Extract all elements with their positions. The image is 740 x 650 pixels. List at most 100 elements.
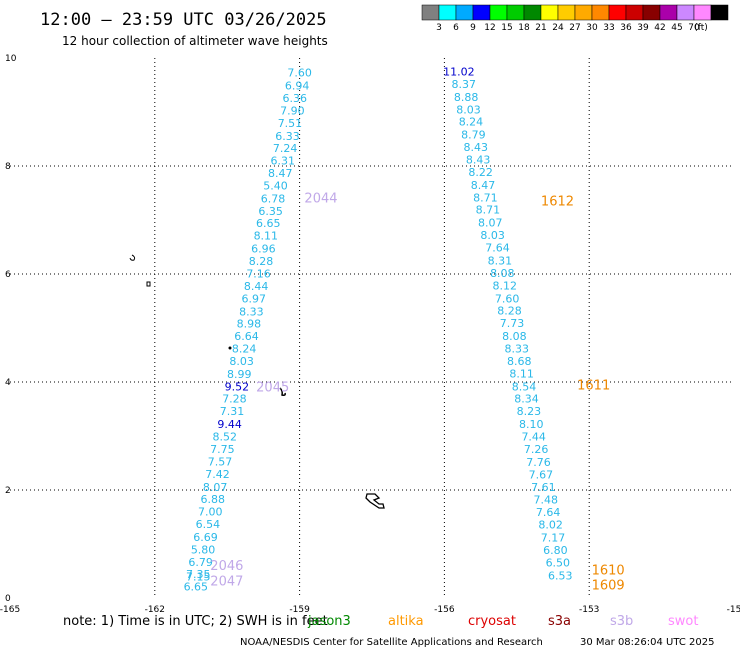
wave-height-label: 8.23: [517, 405, 542, 418]
wave-height-label: 7.44: [521, 431, 546, 444]
satellite-legend-cryosat: cryosat: [468, 614, 516, 629]
wave-height-label: 7.35: [186, 568, 211, 581]
wave-height-label: 8.68: [507, 355, 532, 368]
time-label: 1612: [541, 195, 574, 210]
wave-height-label: 7.76: [526, 456, 551, 469]
wave-height-label: 6.50: [546, 556, 571, 569]
wave-height-label: 8.47: [471, 179, 496, 192]
chart-title: 12:00 – 23:59 UTC 03/26/2025: [40, 10, 327, 30]
wave-height-label: 8.79: [461, 129, 486, 142]
wave-height-label: 6.78: [261, 192, 286, 205]
wave-height-label: 7.60: [287, 67, 312, 80]
wave-height-label: 8.99: [227, 368, 252, 381]
wave-height-label: 8.03: [456, 103, 481, 116]
wave-height-label: 8.52: [213, 431, 238, 444]
wave-height-label: 9.44: [217, 418, 242, 431]
y-tick-label: 4: [5, 378, 11, 388]
footer-timestamp: 30 Mar 08:26:04 UTC 2025: [580, 637, 715, 648]
wave-height-label: 7.73: [500, 317, 525, 330]
wave-height-label: 7.48: [534, 494, 559, 507]
scale-swatch: [642, 4, 661, 21]
scale-swatch: [455, 4, 474, 21]
satellite-legend: jason3 altika cryosat s3a s3b swot: [307, 614, 698, 629]
footer: note: 1) Time is in UTC; 2) SWH is in fe…: [63, 614, 715, 648]
x-tick-label: -156: [434, 605, 455, 615]
scale-swatch: [523, 4, 542, 21]
wave-height-label: 6.64: [234, 330, 259, 343]
wave-height-label: 8.71: [473, 191, 498, 204]
wave-height-label: 7.15: [186, 570, 211, 583]
satellite-legend-s3b: s3b: [610, 614, 633, 629]
scale-swatch: [676, 4, 695, 21]
wave-height-label: 8.43: [464, 141, 489, 154]
y-tick-label: 6: [5, 270, 11, 280]
wave-height-label: 7.42: [205, 468, 230, 481]
wave-height-label: 7.60: [495, 292, 520, 305]
wave-height-label: 6.88: [200, 493, 225, 506]
scale-swatch: [608, 4, 627, 21]
wave-height-label: 6.96: [251, 243, 276, 256]
scale-label: 24: [552, 23, 564, 33]
y-tick-label: 10: [5, 54, 17, 64]
scale-label: 30: [586, 23, 598, 33]
scale-swatch: [472, 4, 491, 21]
scale-swatch: [557, 4, 576, 21]
scale-swatch: [506, 4, 525, 21]
land-dot: [228, 346, 232, 350]
wave-height-label: 6.54: [196, 518, 221, 531]
wave-height-label: 6.97: [241, 292, 266, 305]
wave-height-label: 8.54: [512, 380, 537, 393]
scale-swatch: [591, 4, 610, 21]
wave-height-label: 8.43: [466, 154, 491, 167]
wave-height-label: 8.12: [492, 279, 517, 292]
wave-height-label: 6.53: [548, 569, 573, 582]
wave-height-label: 6.31: [270, 155, 295, 168]
satellite-legend-swot: swot: [668, 614, 698, 629]
scale-label: 39: [637, 23, 649, 33]
wave-height-label: 8.10: [519, 418, 544, 431]
wave-height-label: 7.90: [280, 104, 305, 117]
wave-height-label: 8.24: [232, 343, 257, 356]
wave-height-label: 8.03: [480, 229, 505, 242]
time-label: 2047: [210, 575, 243, 590]
scale-label: 18: [518, 23, 530, 33]
wave-height-label: 6.36: [283, 92, 308, 105]
chart-subtitle: 12 hour collection of altimeter wave hei…: [62, 34, 328, 48]
scale-swatch: [659, 4, 678, 21]
scale-label: 6: [453, 23, 459, 33]
scale-label: 15: [501, 23, 512, 33]
time-label: 1610: [592, 563, 625, 578]
y-tick-label: 2: [5, 486, 11, 496]
wave-height-label: 8.37: [451, 78, 476, 91]
land-outline: [146, 281, 151, 287]
land-outline: [365, 493, 385, 509]
time-label: 2044: [304, 191, 337, 206]
land-outline: [279, 387, 286, 396]
x-tick-label: -159: [289, 605, 310, 615]
wave-height-label: 7.51: [278, 117, 303, 130]
wave-height-label: 6.65: [184, 581, 209, 594]
wave-height-label: 7.57: [208, 455, 233, 468]
time-label: 1609: [592, 579, 625, 594]
scale-label: 21: [535, 23, 546, 33]
wave-height-label: 7.00: [198, 506, 223, 519]
satellite-legend-s3a: s3a: [548, 614, 571, 629]
y-tick-label: 8: [5, 162, 11, 172]
scale-label: 9: [470, 23, 476, 33]
wave-height-label: 8.07: [203, 481, 228, 494]
wave-height-label: 7.17: [541, 532, 566, 545]
wave-height-label: 7.16: [246, 267, 271, 280]
scale-label: 27: [569, 23, 580, 33]
scale-unit: (ft): [694, 23, 708, 33]
wave-height-label: 8.28: [497, 305, 522, 318]
wave-height-label: 8.24: [459, 116, 484, 129]
wave-height-label: 8.88: [454, 91, 479, 104]
scale-swatch: [574, 4, 593, 21]
scale-label: 12: [484, 23, 495, 33]
wave-height-label: 8.11: [509, 367, 534, 380]
x-tick-label: -162: [145, 605, 165, 615]
time-label: 2045: [256, 380, 289, 395]
wave-height-label: 6.35: [258, 205, 283, 218]
plot-area: -165 -162 -159 -156 -153 -1502468107.606.946.…: [0, 54, 740, 615]
